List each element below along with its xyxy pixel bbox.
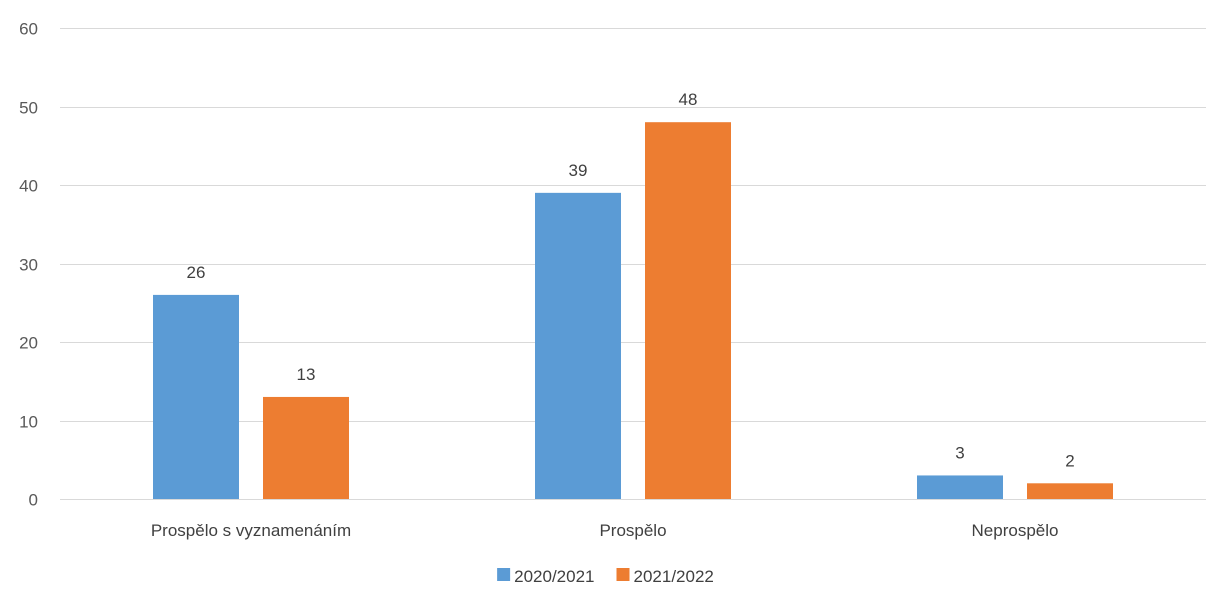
bar-2-2: [645, 122, 731, 499]
legend-label: 2020/2021: [514, 567, 594, 586]
y-axis-tick-labels: 0 10 20 30 40 50 60: [19, 20, 38, 510]
data-label: 3: [955, 443, 964, 462]
bar-2-1: [263, 396, 349, 499]
x-category-label: Neprospělo: [972, 521, 1059, 540]
x-axis-category-labels: Prospělo s vyznamenáním Prospělo Neprospěl…: [151, 521, 1059, 540]
legend-swatch-2: [616, 568, 630, 581]
legend-swatch-1: [497, 568, 511, 581]
data-label: 2: [1065, 451, 1074, 470]
x-category-label: Prospělo: [599, 521, 666, 540]
y-tick-label: 40: [19, 177, 38, 196]
bar-1-3: [917, 475, 1003, 499]
y-tick-label: 20: [19, 334, 38, 353]
data-label: 39: [569, 161, 588, 180]
data-labels: 26 13 39 48 3 2: [187, 90, 1075, 470]
bars: [153, 122, 1113, 499]
data-label: 26: [187, 263, 206, 282]
y-tick-label: 60: [19, 20, 38, 39]
data-label: 48: [679, 90, 698, 109]
legend: 2020/2021 2021/2022: [497, 567, 714, 586]
bar-2-3: [1027, 483, 1113, 499]
y-tick-label: 30: [19, 256, 38, 275]
data-label: 13: [297, 365, 316, 384]
y-tick-label: 10: [19, 413, 38, 432]
y-tick-label: 50: [19, 99, 38, 118]
y-tick-label: 0: [29, 491, 38, 510]
x-category-label: Prospělo s vyznamenáním: [151, 521, 351, 540]
legend-label: 2021/2022: [634, 567, 714, 586]
gridlines: [60, 28, 1206, 500]
bar-1-1: [153, 294, 239, 499]
bar-1-2: [535, 192, 621, 499]
